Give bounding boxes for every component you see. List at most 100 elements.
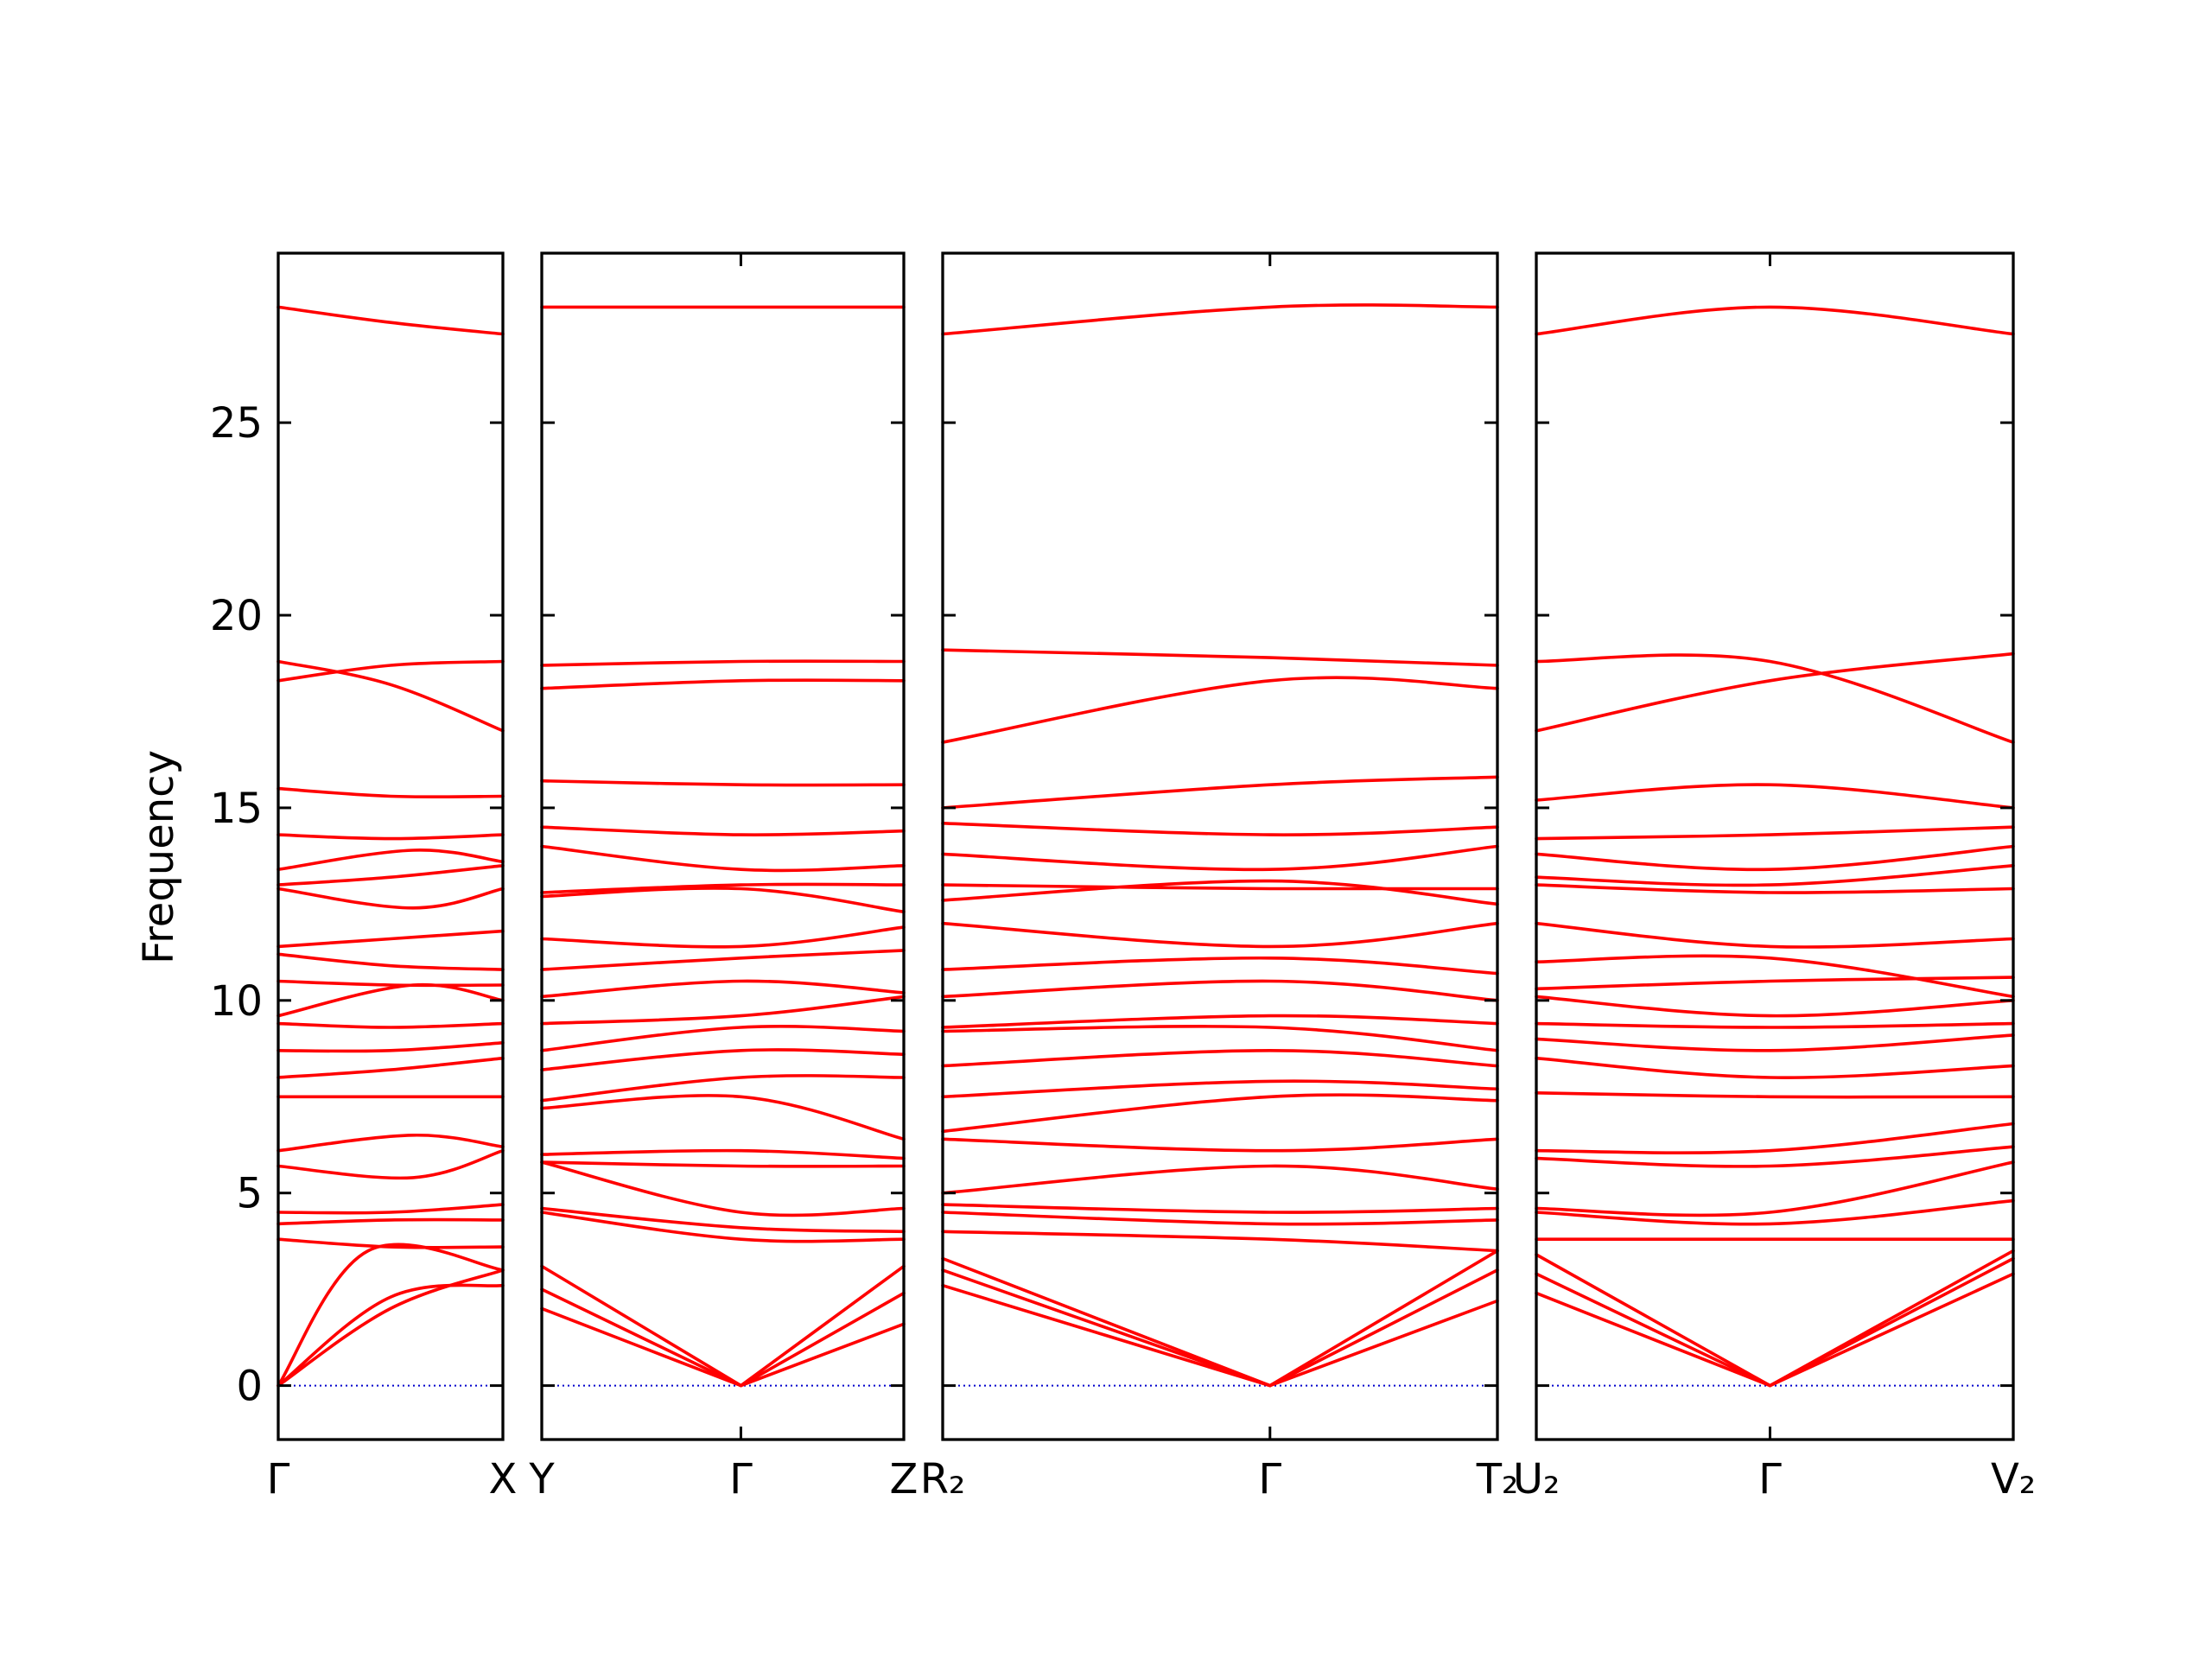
band-line [941, 1230, 1499, 1253]
band-line [540, 1211, 906, 1243]
band-line [941, 1079, 1499, 1099]
band-line [1535, 1033, 2015, 1052]
band-line [941, 1137, 1499, 1153]
band-line [276, 1041, 505, 1053]
y-tick-label: 10 [210, 977, 263, 1026]
band-line [941, 822, 1499, 836]
x-tick-label: Γ [1258, 1455, 1281, 1503]
x-tick-label: X [489, 1455, 518, 1503]
band-line [941, 1203, 1499, 1214]
band-line [540, 1025, 906, 1052]
band-line [1535, 954, 2015, 999]
band-line [540, 979, 906, 999]
band-line [941, 1025, 1499, 1052]
band-line [941, 844, 1499, 872]
band-line [540, 1148, 906, 1160]
band-line [1535, 844, 2015, 872]
x-tick-label: Γ [1758, 1455, 1782, 1503]
band-line [540, 1287, 906, 1388]
band-line [1535, 1091, 2015, 1099]
y-tick-label: 15 [210, 785, 263, 833]
band-line [276, 1237, 505, 1249]
band-line [540, 887, 906, 914]
band-line [1535, 1122, 2015, 1154]
band-line [1535, 653, 2015, 744]
panel-frame [540, 251, 906, 1441]
band-line [276, 1268, 505, 1388]
panel-3: R₂ Γ T₂ [920, 251, 1519, 1503]
band-line [276, 305, 505, 336]
band-line [941, 979, 1499, 1002]
band-line [276, 982, 505, 1018]
band-line [276, 979, 505, 988]
band-line [276, 659, 505, 683]
band-line [1535, 883, 2015, 894]
band-line [540, 995, 906, 1026]
band-line [540, 1094, 906, 1141]
band-line [1535, 305, 2015, 336]
band-line [1535, 1198, 2015, 1226]
band-line [941, 956, 1499, 976]
band-line [540, 1160, 906, 1168]
band-line [540, 825, 906, 836]
band-line [540, 844, 906, 873]
band-line [276, 887, 505, 910]
y-tick-label: 25 [210, 399, 263, 448]
band-line [1535, 1056, 2015, 1079]
y-axis-label: Frequency [135, 750, 183, 964]
band-line [1535, 921, 2015, 949]
band-line [276, 1148, 505, 1180]
band-line [540, 678, 906, 690]
band-line [276, 659, 505, 733]
y-tick-label: 5 [236, 1170, 263, 1218]
band-line [941, 1093, 1499, 1134]
x-tick-label: Γ [267, 1455, 290, 1503]
band-line [276, 786, 505, 799]
x-tick-label: T₂ [1476, 1455, 1519, 1503]
x-tick-label: Z [890, 1455, 918, 1503]
band-line [276, 1217, 505, 1226]
band-line [276, 1243, 505, 1388]
band-line [941, 883, 1499, 891]
band-line [941, 879, 1499, 906]
band-line [540, 659, 906, 667]
band-line [276, 1056, 505, 1079]
band-line [1535, 1249, 2015, 1388]
band-line [540, 1206, 906, 1234]
band-line [941, 303, 1499, 336]
band-line [1535, 1145, 2015, 1168]
band-line [941, 775, 1499, 810]
band-line [1535, 652, 2015, 733]
band-line [1535, 1160, 2015, 1217]
band-line [540, 1074, 906, 1103]
band-line [276, 1283, 505, 1388]
band-line [941, 1164, 1499, 1195]
band-line [1535, 976, 2015, 991]
band-line [276, 1133, 505, 1153]
band-line [1535, 1021, 2015, 1029]
band-line [941, 1211, 1499, 1226]
x-tick-label: U₂ [1513, 1455, 1560, 1503]
band-line [276, 1203, 505, 1215]
y-tick-label: 0 [236, 1363, 263, 1411]
band-line [540, 925, 906, 949]
band-line [540, 1048, 906, 1071]
panel-frame [1535, 251, 2015, 1441]
band-line [941, 1249, 1499, 1388]
band-line [540, 882, 906, 894]
panel-4: U₂ Γ V₂ [1513, 251, 2036, 1503]
band-line [540, 1160, 906, 1217]
band-line [941, 676, 1499, 744]
x-tick-label: V₂ [1991, 1455, 2036, 1503]
band-line [1535, 783, 2015, 810]
band-line [1535, 825, 2015, 841]
panel-1: Γ X 0 5 10 15 20 25 [210, 251, 518, 1503]
band-line [941, 921, 1499, 949]
band-line [941, 1049, 1499, 1068]
band-line [276, 952, 505, 971]
band-line [276, 849, 505, 871]
band-line [540, 1264, 906, 1388]
